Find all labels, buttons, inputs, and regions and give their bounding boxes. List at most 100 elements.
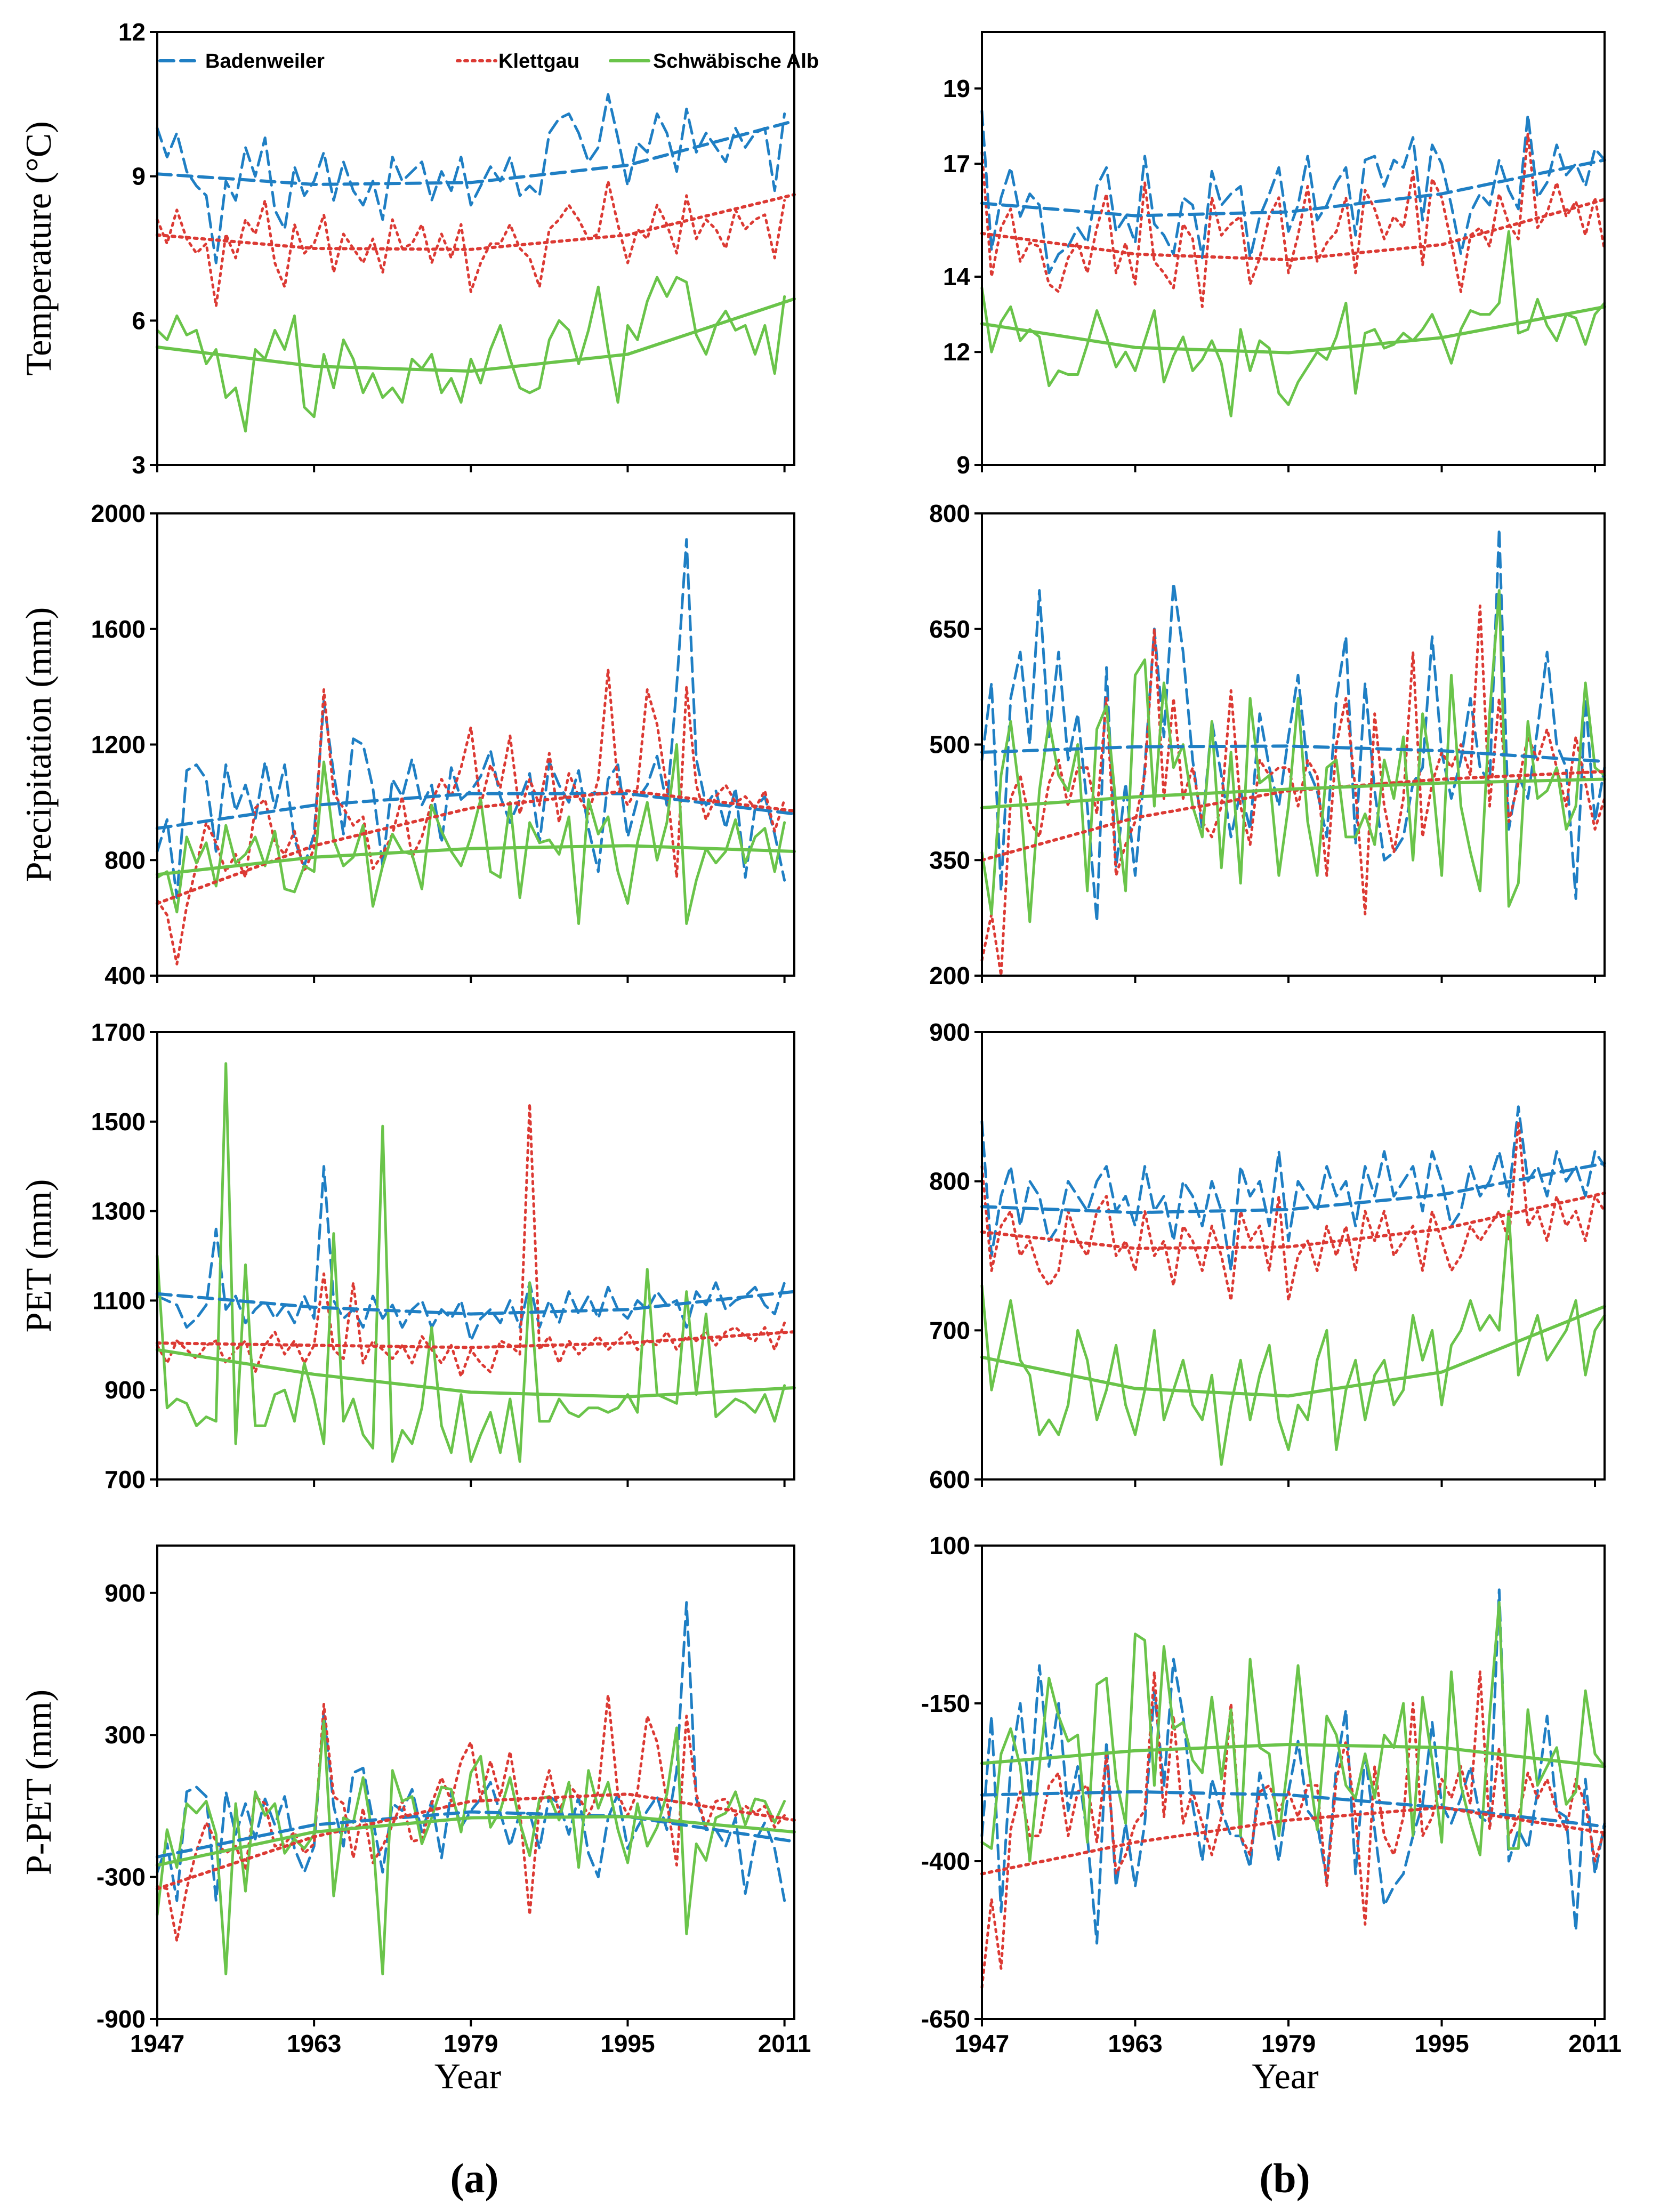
series-line-badenweiler <box>980 109 1606 275</box>
series-line-klettgau <box>156 180 786 308</box>
plot-frame <box>156 1031 795 1481</box>
legend-label-0: Badenweiler <box>205 50 325 73</box>
plot-frame <box>156 1545 795 2020</box>
y-tick-label: 200 <box>929 962 970 990</box>
legend-label-1: Klettgau <box>498 50 579 73</box>
legend-label-2: Schwäbische Alb <box>653 50 819 73</box>
panel-label-b: (b) <box>1259 2155 1310 2201</box>
series-line-schw-bische-alb-trend <box>980 305 1606 355</box>
series-line-schw-bische-alb <box>156 276 786 433</box>
series-line-badenweiler <box>980 1588 1606 1945</box>
series-line-schw-bische-alb <box>156 743 786 925</box>
y-tick-label: 1300 <box>91 1197 146 1225</box>
y-tick-label: -650 <box>921 2005 970 2033</box>
y-tick-label: -150 <box>921 1690 970 1717</box>
y-axis-label: PET (mm) <box>18 1179 59 1333</box>
x-tick-label: 1963 <box>287 2030 341 2057</box>
y-tick-label: 350 <box>929 846 970 874</box>
chart-b-ppet: -650 -400 -150 100 1947 1963 1979 1995 2011 Year <box>921 1532 1622 2096</box>
y-tick-label: 19 <box>943 75 970 102</box>
series-line-klettgau <box>156 668 786 966</box>
plot-frame <box>156 512 795 977</box>
y-tick-label: 800 <box>104 846 146 874</box>
series-line-badenweiler-trend <box>156 792 796 830</box>
y-tick-label: 2000 <box>91 500 146 527</box>
y-tick-label: 700 <box>929 1316 970 1344</box>
plot-frame <box>981 31 1606 466</box>
series-line-badenweiler-trend <box>156 119 796 186</box>
x-tick-label: 1947 <box>130 2030 184 2057</box>
series-line-badenweiler-trend <box>156 1290 796 1316</box>
y-tick-label: 1600 <box>91 615 146 643</box>
series-line-klettgau <box>156 1102 786 1378</box>
y-tick-label: 500 <box>929 731 970 759</box>
series-line-klettgau <box>980 132 1606 308</box>
y-tick-label: 1200 <box>91 731 146 759</box>
series-line-schw-bische-alb-trend <box>980 1305 1606 1398</box>
y-tick-label: 17 <box>943 150 970 178</box>
series-line-klettgau-trend <box>156 1792 796 1891</box>
plot-frame <box>156 31 795 466</box>
y-tick-label: 9 <box>956 451 970 479</box>
y-axis-label: P-PET (mm) <box>18 1690 59 1875</box>
series-line-schw-bische-alb-trend <box>980 777 1606 809</box>
y-tick-label: 6 <box>132 307 146 334</box>
plot-frame <box>981 1031 1606 1481</box>
y-tick-label: 800 <box>929 500 970 527</box>
x-tick-label: 1963 <box>1108 2030 1162 2057</box>
series-line-schw-bische-alb <box>980 1601 1606 1863</box>
chart-a-pet: 700 900 1100 1300 1500 1700 PET (mm) <box>18 1018 796 1493</box>
y-tick-label: 1100 <box>92 1286 146 1314</box>
x-tick-label: 2011 <box>1568 2030 1622 2057</box>
y-tick-label: 400 <box>104 962 146 990</box>
series-line-schw-bische-alb <box>156 1062 786 1463</box>
y-tick-label: 1500 <box>91 1108 146 1136</box>
series-line-badenweiler-trend <box>980 744 1606 763</box>
series-line-schw-bische-alb <box>156 1719 786 1976</box>
y-axis-label: Precipitation (mm) <box>18 607 59 882</box>
series-line-badenweiler-trend <box>980 158 1606 218</box>
x-tick-label: 1995 <box>600 2030 655 2057</box>
y-tick-label: -300 <box>96 1863 146 1891</box>
x-axis-label: Year <box>434 2056 502 2096</box>
y-axis-label: Temperature (°C) <box>18 121 59 375</box>
x-tick-label: 1979 <box>444 2030 498 2057</box>
y-tick-label: 650 <box>929 615 970 643</box>
y-tick-label: 3 <box>132 451 146 479</box>
y-tick-label: 100 <box>929 1532 970 1559</box>
y-tick-label: 700 <box>104 1466 146 1493</box>
x-tick-label: 1995 <box>1414 2030 1469 2057</box>
chart-b-pet: 600 700 800 900 <box>929 1018 1606 1493</box>
y-tick-label: 12 <box>943 338 970 366</box>
series-line-schw-bische-alb-trend <box>156 297 796 373</box>
y-tick-label: 900 <box>104 1376 146 1404</box>
x-axis-label: Year <box>1252 2056 1319 2096</box>
series-line-klettgau-trend <box>980 198 1606 262</box>
series-line-klettgau <box>980 1670 1606 1989</box>
panel-label-a: (a) <box>450 2155 499 2201</box>
legend: Badenweiler Klettgau Schwäbische Alb <box>158 50 819 73</box>
series-line-schw-bische-alb-trend <box>156 1348 796 1398</box>
y-tick-label: -400 <box>921 1847 970 1875</box>
y-tick-label: 300 <box>104 1721 146 1749</box>
x-tick-label: 1947 <box>955 2030 1009 2057</box>
series-line-badenweiler <box>980 527 1606 923</box>
chart-a-precipitation: 400 800 1200 1600 2000 Precipitation (mm) <box>18 500 796 990</box>
series-line-klettgau <box>980 604 1606 977</box>
series-line-klettgau-trend <box>980 1192 1606 1250</box>
y-tick-label: 12 <box>118 18 146 46</box>
chart-a-temperature: 3 6 9 12 Temperature (°C) <box>18 18 796 479</box>
series-line-schw-bische-alb-trend <box>980 1743 1606 1768</box>
series-line-schw-bische-alb-trend <box>156 844 796 876</box>
plot-frame <box>981 1545 1606 2020</box>
series-line-klettgau-trend <box>156 193 796 251</box>
series-line-badenweiler <box>156 1601 786 1902</box>
series-line-badenweiler <box>980 1105 1606 1272</box>
chart-a-ppet: -900 -300 300 900 1947 1963 1979 1995 2011 P-PET … <box>18 1545 811 2096</box>
x-tick-label: 2011 <box>758 2030 811 2057</box>
y-tick-label: 9 <box>132 163 146 190</box>
series-line-klettgau-trend <box>980 1806 1606 1876</box>
panels: 3 6 9 12 Temperature (°C) 9 12 14 17 19 400 800 1200… <box>18 18 1622 2096</box>
series-line-klettgau-trend <box>156 1330 796 1349</box>
